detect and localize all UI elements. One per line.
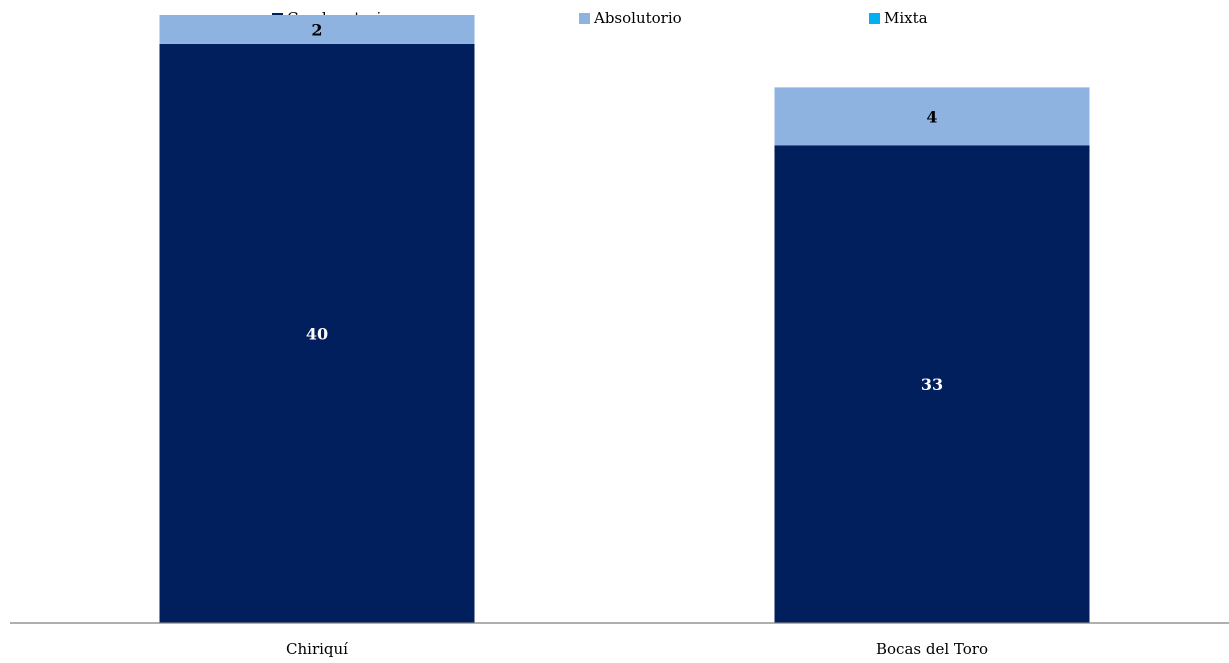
data-label-chiriqui-absolutorio: 2 [311, 20, 322, 39]
legend-swatch-absolutorio [579, 13, 590, 24]
x-tick-label-chiriqui: Chiriquí [286, 640, 348, 658]
x-axis-tick-labels: Chiriquí Bocas del Toro [286, 640, 988, 658]
bar-chiriqui-absolutorio [159, 15, 475, 44]
legend-label-mixta: Mixta [884, 9, 928, 27]
bar-bocas-del-toro-absolutorio [774, 87, 1090, 146]
legend-label-absolutorio: Absolutorio [593, 9, 682, 27]
data-label-bocas-del-toro-absolutorio: 4 [926, 107, 937, 126]
legend-item-absolutorio: Absolutorio [579, 9, 682, 27]
x-tick-label-bocas-del-toro: Bocas del Toro [876, 640, 988, 658]
legend-swatch-mixta [869, 13, 880, 24]
data-label-chiriqui-condenatorio: 40 [306, 324, 328, 343]
legend-item-mixta: Mixta [869, 9, 928, 27]
bar-chiriqui-condenatorio [159, 43, 475, 623]
bar-bocas-del-toro-condenatorio [774, 145, 1090, 624]
chart-data-labels: 40 2 33 4 [306, 20, 943, 394]
data-label-bocas-del-toro-condenatorio: 33 [921, 375, 943, 394]
chart-bars [159, 15, 1090, 624]
